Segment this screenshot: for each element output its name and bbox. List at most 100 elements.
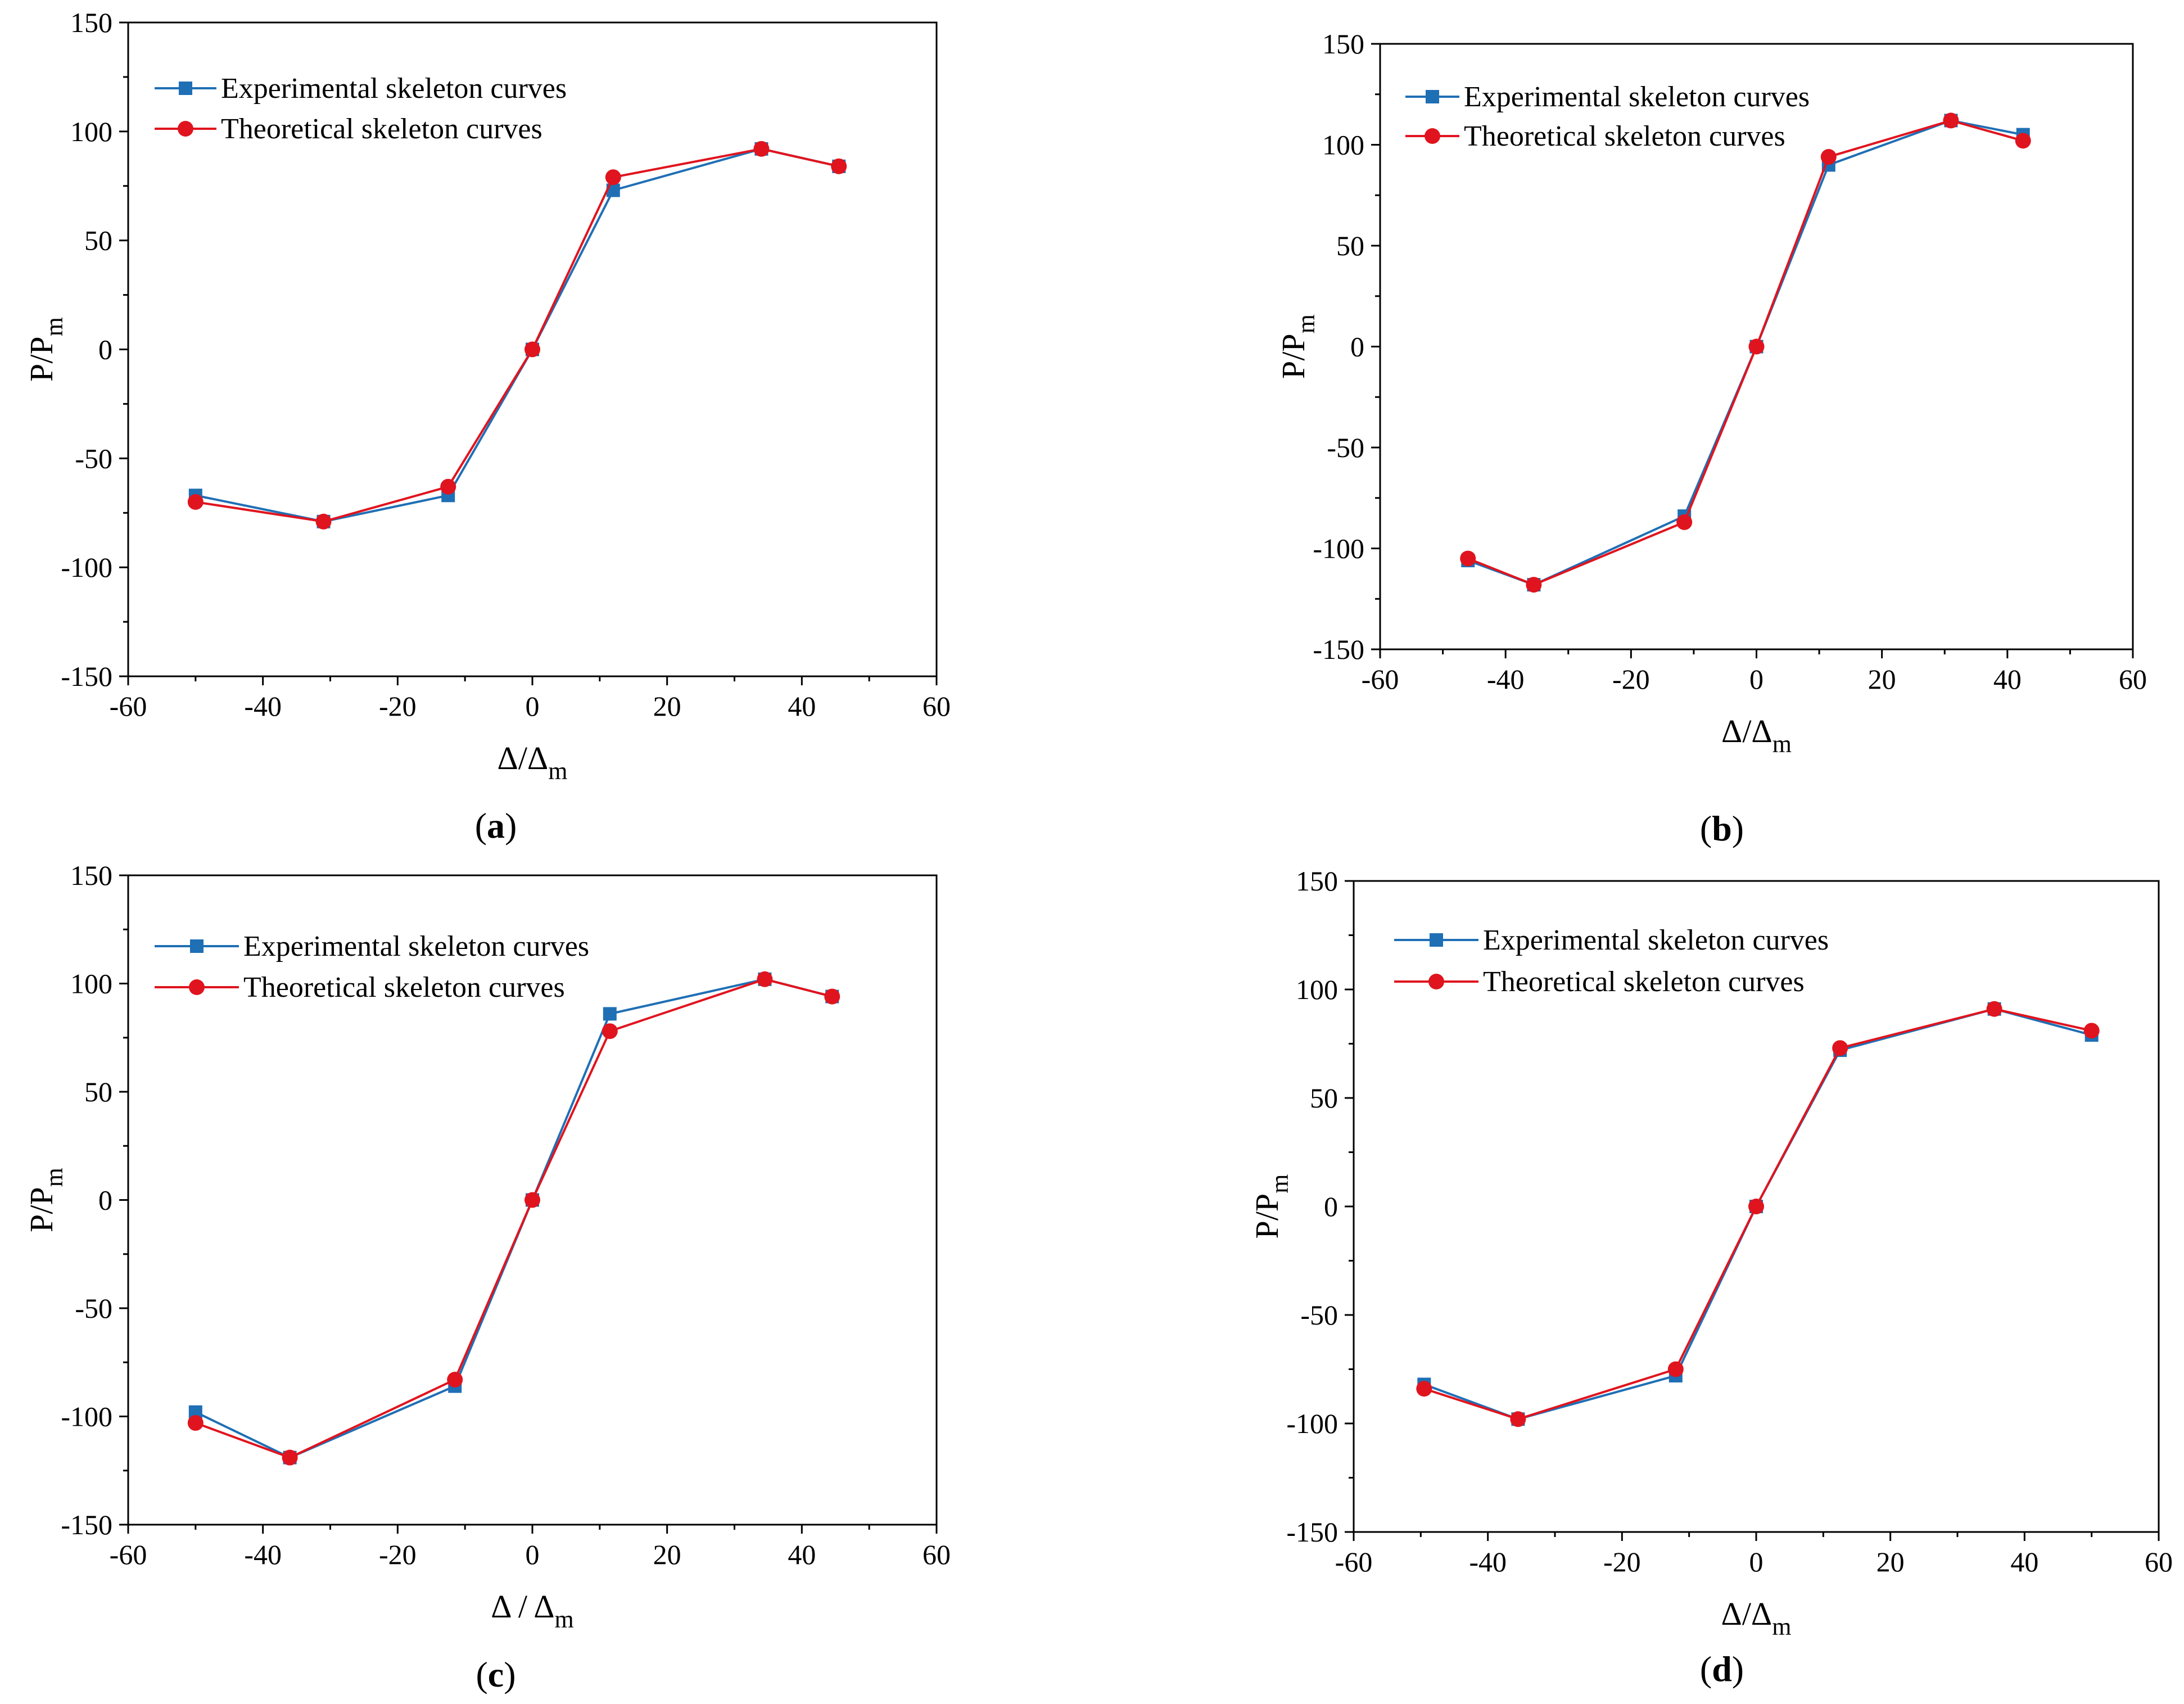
panel-caption-open: ( bbox=[1700, 808, 1712, 848]
y-tick-label: -50 bbox=[1300, 1299, 1338, 1331]
data-point-theoretical bbox=[1748, 1199, 1764, 1214]
data-point-theoretical bbox=[757, 971, 773, 987]
x-tick-label: 60 bbox=[2119, 663, 2147, 695]
panel-caption-open: ( bbox=[475, 806, 487, 846]
x-tick-label: -40 bbox=[244, 690, 282, 722]
legend-label: Experimental skeleton curves bbox=[1464, 81, 1810, 113]
data-point-theoretical bbox=[1667, 1361, 1684, 1377]
y-axis-label-subscript: m bbox=[40, 317, 68, 336]
y-tick-label: 150 bbox=[70, 7, 112, 38]
data-point-theoretical bbox=[1526, 577, 1542, 593]
y-tick-label: 150 bbox=[1322, 28, 1364, 60]
series-line-theoretical bbox=[195, 978, 833, 1459]
data-point-experimental bbox=[603, 1007, 617, 1021]
legend-label: Experimental skeleton curves bbox=[243, 930, 589, 962]
y-tick-label: -100 bbox=[1286, 1408, 1338, 1439]
panel-caption-close: ) bbox=[504, 1655, 516, 1694]
y-axis-label-subscript: m bbox=[1266, 1174, 1294, 1194]
x-axis-label-subscript: m bbox=[548, 757, 567, 785]
x-tick-label: 40 bbox=[788, 690, 816, 722]
data-point-theoretical bbox=[1676, 514, 1693, 530]
data-point-theoretical bbox=[282, 1449, 298, 1466]
panel-caption-close: ) bbox=[1732, 1649, 1744, 1689]
data-point-theoretical bbox=[605, 169, 621, 186]
series-line-theoretical bbox=[1467, 119, 2024, 586]
y-tick-label: 0 bbox=[1324, 1191, 1338, 1222]
panel-caption: (b) bbox=[1700, 808, 1744, 848]
x-axis-label-main: Δ / Δ bbox=[491, 1588, 554, 1625]
y-tick-label: -150 bbox=[61, 661, 112, 692]
panel-caption-close: ) bbox=[1732, 808, 1744, 848]
data-point-theoretical bbox=[1748, 338, 1765, 355]
x-tick-label: -20 bbox=[379, 1539, 417, 1570]
y-tick-label: 100 bbox=[1322, 129, 1364, 161]
legend-label: Experimental skeleton curves bbox=[1483, 924, 1829, 956]
panel-caption: (a) bbox=[475, 806, 517, 846]
x-tick-label: -60 bbox=[110, 1539, 147, 1570]
panel-caption: (d) bbox=[1700, 1649, 1744, 1689]
y-axis-label-main: P/P bbox=[23, 336, 60, 382]
y-tick-label: -150 bbox=[61, 1509, 112, 1540]
x-tick-label: -40 bbox=[1487, 663, 1525, 695]
y-tick-label: -150 bbox=[1313, 634, 1364, 665]
y-tick-label: 100 bbox=[70, 116, 112, 147]
panel-caption-letter: a bbox=[487, 806, 505, 846]
panel-caption-open: ( bbox=[476, 1655, 487, 1694]
x-tick-label: 20 bbox=[653, 690, 681, 722]
data-point-theoretical bbox=[524, 341, 540, 358]
chart-panel-d: -60 -40 -20 0 20 40 60150100500-50-100-150Δ/Δm… bbox=[1249, 865, 2173, 1689]
x-axis-label-main: Δ/Δ bbox=[1721, 713, 1772, 749]
x-axis-label: Δ/Δm bbox=[1721, 1595, 1792, 1640]
y-axis-label-main: P/P bbox=[1275, 333, 1312, 379]
chart-panel-b: -60 -40 -20 0 20 40 60150100500-50-100-150Δ/Δm… bbox=[1275, 28, 2147, 848]
data-point-theoretical bbox=[1460, 550, 1476, 567]
y-tick-label: -100 bbox=[61, 1401, 112, 1432]
x-tick-label: -40 bbox=[1469, 1546, 1507, 1578]
y-tick-label: -50 bbox=[75, 1292, 112, 1324]
y-axis-label-subscript: m bbox=[1292, 314, 1320, 333]
data-point-theoretical bbox=[1832, 1040, 1848, 1056]
series-line-experimental bbox=[195, 978, 833, 1459]
x-axis-label: Δ / Δm bbox=[491, 1588, 574, 1633]
x-tick-label: -20 bbox=[1612, 663, 1650, 695]
y-tick-label: 50 bbox=[1310, 1082, 1338, 1114]
x-axis-label: Δ/Δm bbox=[1721, 713, 1792, 758]
data-point-theoretical bbox=[315, 513, 332, 530]
data-point-theoretical bbox=[524, 1192, 540, 1208]
legend-label: Experimental skeleton curves bbox=[221, 73, 567, 105]
y-tick-label: 50 bbox=[84, 1076, 112, 1108]
x-tick-label: 40 bbox=[2010, 1546, 2038, 1578]
series-line-experimental bbox=[1467, 119, 2024, 586]
x-tick-label: -20 bbox=[1603, 1546, 1641, 1578]
panel-caption-open: ( bbox=[1700, 1649, 1712, 1689]
panel-caption-letter: d bbox=[1712, 1649, 1732, 1689]
x-tick-label: 60 bbox=[923, 1539, 951, 1570]
x-tick-label: 40 bbox=[1993, 663, 2022, 695]
y-tick-label: -100 bbox=[61, 552, 112, 583]
x-axis-label-main: Δ/Δ bbox=[498, 740, 549, 776]
data-point-theoretical bbox=[753, 141, 770, 157]
y-axis-label-subscript: m bbox=[40, 1168, 68, 1187]
data-point-theoretical bbox=[1986, 1001, 2002, 1017]
y-axis-label: P/Pm bbox=[23, 1168, 68, 1232]
legend-marker-circle bbox=[1425, 128, 1440, 144]
data-point-theoretical bbox=[602, 1023, 618, 1039]
legend-label: Theoretical skeleton curves bbox=[221, 113, 542, 145]
chart-panel-c: -60 -40 -20 0 20 40 60 150 100 50 0 -50 -100 -150 Δ / … bbox=[23, 860, 951, 1694]
x-tick-label: -60 bbox=[1362, 663, 1399, 695]
data-point-theoretical bbox=[1943, 112, 1959, 129]
x-tick-label: 20 bbox=[1876, 1546, 1905, 1578]
x-tick-label: -60 bbox=[1335, 1546, 1373, 1578]
legend-marker-circle bbox=[1428, 974, 1444, 989]
y-tick-label: 150 bbox=[1296, 865, 1338, 897]
x-axis-label: Δ/Δm bbox=[498, 740, 568, 785]
data-point-theoretical bbox=[187, 1415, 204, 1431]
panel-caption: (c) bbox=[476, 1655, 516, 1694]
y-tick-label: 0 bbox=[98, 334, 112, 365]
y-tick-label: 150 bbox=[70, 860, 112, 891]
legend-label: Theoretical skeleton curves bbox=[243, 971, 565, 1004]
data-point-theoretical bbox=[1820, 149, 1837, 165]
series-line-experimental bbox=[195, 147, 839, 523]
series-line-theoretical bbox=[195, 147, 839, 523]
